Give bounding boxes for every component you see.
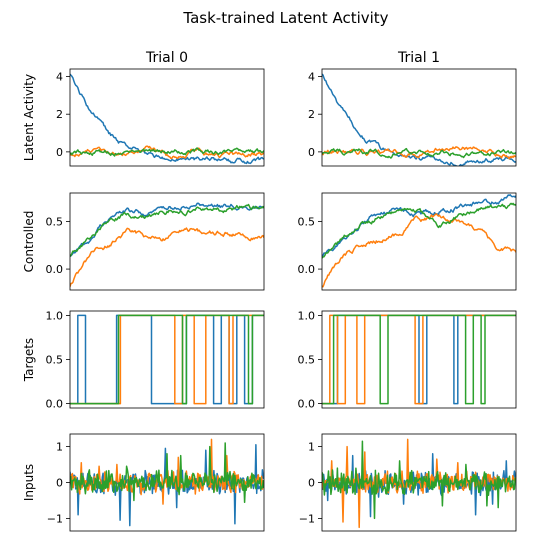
ytick-label: 0.0 — [46, 398, 64, 411]
figure-title: Task-trained Latent Activity — [182, 9, 388, 27]
series-line-targets-trial-1-0 — [322, 314, 516, 405]
ylabel-inputs: Inputs — [22, 464, 36, 501]
ytick-label: 2 — [308, 108, 315, 121]
series-line-targets-trial-0-1 — [70, 314, 264, 405]
ytick-label: 0 — [308, 477, 315, 490]
series-line-latent-activity-trial-0-2 — [70, 147, 264, 157]
axes-frame — [69, 433, 265, 532]
series-line-targets-trial-0-0 — [70, 314, 264, 405]
series-line-inputs-trial-0-2 — [70, 442, 264, 504]
ylabel-controlled: Controlled — [22, 211, 36, 273]
axes-frame — [69, 192, 265, 291]
ytick-label: 1 — [308, 441, 315, 454]
panel-controlled-trial-1: 0.0 0.5 — [298, 192, 517, 291]
ytick-label: 0.0 — [298, 263, 316, 276]
ytick-label: 1.0 — [298, 309, 316, 322]
panel-inputs-trial-1: −1 0 1 — [299, 433, 517, 532]
series-line-controlled-trial-0-2 — [70, 203, 264, 257]
ylabel-targets: Targets — [22, 338, 36, 382]
ytick-label: −1 — [47, 512, 63, 525]
ytick-label: 0 — [308, 146, 315, 159]
series-line-targets-trial-1-2 — [322, 314, 516, 405]
panel-latent-activity-trial-0: 0 2 4 — [56, 68, 265, 167]
series-line-controlled-trial-0-1 — [70, 227, 264, 287]
panel-controlled-trial-0: 0.0 0.5 — [46, 192, 265, 291]
ytick-label: 1.0 — [46, 309, 64, 322]
axes-frame — [321, 310, 517, 409]
axes-frame — [69, 310, 265, 409]
series-line-latent-activity-trial-0-0 — [70, 73, 264, 165]
ylabel-latent-activity: Latent Activity — [22, 74, 36, 161]
col-title-trial-0: Trial 0 — [145, 50, 188, 66]
ytick-label: 0.0 — [298, 398, 316, 411]
series-line-latent-activity-trial-0-1 — [70, 145, 264, 160]
ytick-label: 0 — [56, 146, 63, 159]
ytick-label: 0.5 — [46, 216, 64, 229]
ytick-label: 0.5 — [46, 354, 64, 367]
ytick-label: −1 — [299, 512, 315, 525]
series-line-targets-trial-0-2 — [70, 314, 264, 405]
ytick-label: 0.0 — [46, 263, 64, 276]
ytick-label: 1 — [56, 441, 63, 454]
ytick-label: 0.5 — [298, 354, 316, 367]
panel-inputs-trial-0: −1 0 1 — [47, 433, 265, 532]
panel-latent-activity-trial-1: 0 2 4 — [308, 68, 517, 167]
series-line-latent-activity-trial-1-0 — [322, 73, 516, 166]
axes-frame — [321, 192, 517, 291]
ytick-label: 4 — [308, 71, 315, 84]
series-line-inputs-trial-1-2 — [322, 440, 516, 520]
ytick-label: 0.5 — [298, 216, 316, 229]
series-line-latent-activity-trial-1-2 — [322, 147, 516, 159]
series-line-controlled-trial-1-2 — [322, 202, 516, 259]
series-line-controlled-trial-1-0 — [322, 194, 516, 257]
panel-targets-trial-0: 0.0 0.5 1.0 — [46, 309, 265, 411]
panel-targets-trial-1: 0.0 0.5 1.0 — [298, 309, 517, 411]
ytick-label: 0 — [56, 477, 63, 490]
ytick-label: 2 — [56, 108, 63, 121]
col-title-trial-1: Trial 1 — [397, 50, 440, 66]
axes-frame — [321, 433, 517, 532]
series-line-inputs-trial-1-1 — [322, 438, 516, 529]
axes-frame — [321, 68, 517, 167]
series-line-controlled-trial-1-1 — [322, 213, 516, 288]
ytick-label: 4 — [56, 71, 63, 84]
axes-frame — [69, 68, 265, 167]
